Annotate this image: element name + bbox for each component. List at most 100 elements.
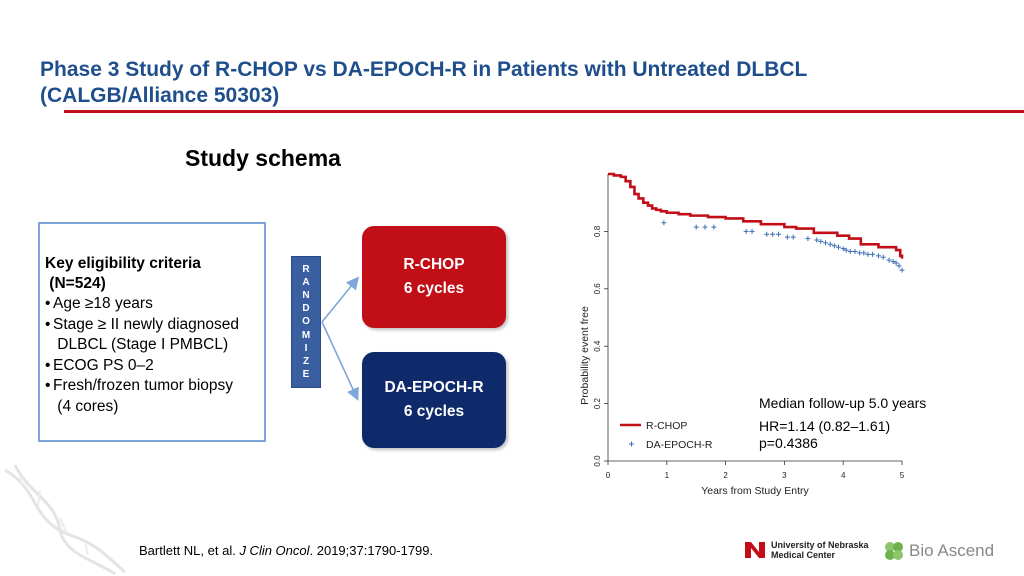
randomize-letter: N [302,289,310,301]
chart-series [608,172,905,273]
legend-epoch-label: DA-EPOCH-R [646,439,713,451]
arrow-to-epoch [321,321,359,401]
unmc-name-line1: University of Nebraska [771,540,869,550]
bio-ascend-wordmark: Bio Ascend [909,541,995,560]
randomize-letter: R [302,263,310,275]
randomize-letter: E [302,369,310,381]
y-tick-label: 0.2 [593,397,602,409]
epoch-censor-mark [843,247,849,253]
y-tick-label: 0.8 [593,225,602,237]
epoch-censor-mark [827,241,833,247]
hazard-ratio-annotation: HR=1.14 (0.82–1.61) [759,418,891,434]
epoch-censor-mark [776,231,782,237]
epoch-arm-label: DA-EPOCH-R [384,379,484,396]
p-value-annotation: p=0.4386 [759,435,818,451]
epoch-arm-cycles: 6 cycles [403,403,465,420]
epoch-censor-mark [870,251,876,257]
x-tick-label: 2 [723,471,728,480]
epoch-censor-mark [899,267,905,273]
unmc-n-icon [745,542,765,558]
bio-ascend-clover-icon [885,542,903,560]
randomize-letter: M [301,329,311,341]
epoch-censor-mark [875,253,881,259]
criteria-sample-size: (N=524) [45,275,106,292]
criteria-list: Age ≥18 years Stage ≥ II newly diagnosed… [45,294,264,417]
epoch-censor-mark [861,250,867,256]
randomize-box: R A N D O M I Z E [291,256,321,388]
epoch-censor-mark [790,234,796,240]
epoch-censor-mark [805,236,811,242]
y-tick-label: 0.0 [593,455,602,467]
epoch-censor-mark [831,243,837,249]
title-line-2: (CALGB/Alliance 50303) [40,84,280,107]
epoch-censor-mark [893,260,899,266]
citation-details: . 2019;37:1790-1799. [309,543,434,558]
followup-annotation: Median follow-up 5.0 years [759,395,927,411]
citation: Bartlett NL, et al. J Clin Oncol. 2019;3… [139,543,433,558]
criteria-item: Fresh/frozen tumor biopsy (4 cores) [45,376,264,417]
epoch-censor-mark [886,257,892,263]
bio-ascend-logo: Bio Ascend [883,540,994,562]
unmc-name-line2: Medical Center [771,550,836,560]
dna-helix-decoration [4,464,126,576]
randomize-letter: Z [302,356,310,367]
title-underline [64,110,1024,113]
epoch-censor-mark [749,228,755,234]
kaplan-meier-chart: 0 1 2 3 4 5 0.0 0.2 0.4 0.6 0.8 Years from Study En… [579,172,905,497]
rchop-arm-box: R-CHOP 6 cycles [362,226,506,328]
epoch-censor-mark [880,254,886,260]
x-tick-label: 3 [782,471,787,480]
slide-title: Phase 3 Study of R-CHOP vs DA-EPOCH-R in… [40,57,980,109]
study-schema-heading: Study schema [185,145,341,171]
arrow-to-rchop [321,276,360,323]
randomize-letter: A [302,276,310,288]
criteria-item: Age ≥18 years [45,294,264,315]
epoch-censor-mark [865,251,871,257]
x-tick-label: 4 [841,471,846,480]
title-line-1: Phase 3 Study of R-CHOP vs DA-EPOCH-R in… [40,58,808,81]
legend-rchop-label: R-CHOP [646,420,687,432]
x-tick-label: 5 [900,471,905,480]
chart-legend: R-CHOP DA-EPOCH-R [620,420,713,451]
epoch-censor-mark [814,237,820,243]
y-tick-label: 0.6 [593,283,602,295]
legend-epoch-swatch [629,441,634,447]
citation-authors: Bartlett NL, et al. [139,543,240,558]
epoch-censor-mark [840,246,846,252]
epoch-censor-mark [770,231,776,237]
x-tick-label: 1 [665,471,670,480]
rchop-arm-label: R-CHOP [403,256,465,273]
epoch-censor-mark [764,231,770,237]
x-axis-label: Years from Study Entry [701,485,809,497]
rchop-survival-line [608,172,904,259]
epoch-censor-mark [823,240,829,246]
y-tick-label: 0.4 [593,340,602,352]
epoch-arm-box: DA-EPOCH-R 6 cycles [362,352,506,448]
randomize-letter: D [302,303,310,315]
criteria-item: Stage ≥ II newly diagnosed DLBCL (Stage … [45,315,264,356]
epoch-censor-mark [852,248,858,254]
epoch-censor-mark [835,244,841,250]
randomize-letter: I [304,342,308,354]
epoch-censor-mark [693,224,699,230]
unmc-logo: University of Nebraska Medical Center [743,540,869,560]
epoch-censor-mark [890,259,896,265]
citation-journal: J Clin Oncol [239,543,310,558]
criteria-heading: Key eligibility criteria [45,255,201,272]
chart-axes: 0 1 2 3 4 5 0.0 0.2 0.4 0.6 0.8 Years from Study En… [579,174,905,497]
x-tick-label: 0 [606,471,611,480]
epoch-censor-mark [818,238,824,244]
randomize-letter: O [302,316,310,328]
epoch-censor-mark [896,263,902,269]
epoch-censor-mark [702,224,708,230]
epoch-censor-mark [711,224,717,230]
y-axis-label: Probability event free [579,306,591,405]
criteria-item: ECOG PS 0–2 [45,356,264,377]
rchop-arm-cycles: 6 cycles [403,280,465,297]
eligibility-criteria-box: Key eligibility criteria (N=524) Age ≥18… [38,222,266,442]
epoch-censor-mark [661,220,667,226]
epoch-censor-mark [784,234,790,240]
epoch-censor-mark [847,248,853,254]
epoch-censor-mark [743,228,749,234]
